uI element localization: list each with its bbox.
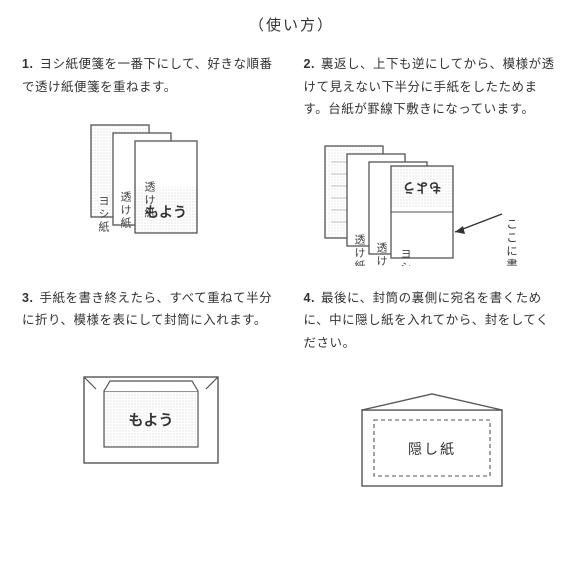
label-write-here: ここに書く — [505, 218, 518, 266]
step-1-num: 1. — [22, 57, 33, 71]
step-3-text: 3.手紙を書き終えたら、すべて重ねて半分に折り、模様を表にして封筒に入れます。 — [22, 287, 280, 332]
label-yoshi-1: ヨシ紙 — [97, 195, 110, 234]
label-suke-1a: 透け紙 — [119, 191, 132, 230]
label-pattern-1: もよう — [145, 204, 187, 220]
step-4-body: 最後に、封筒の裏側に宛名を書くために、中に隠し紙を入れてから、封をしてください。 — [304, 291, 550, 350]
steps-grid: 1.ヨシ紙便箋を一番下にして、好きな順番で透け紙便箋を重ねます。 ヨシ紙 透け紙 — [22, 53, 561, 504]
step-4-text: 4.最後に、封筒の裏側に宛名を書くために、中に隠し紙を入れてから、封をしてくださ… — [304, 287, 562, 355]
step-4: 4.最後に、封筒の裏側に宛名を書くために、中に隠し紙を入れてから、封をしてくださ… — [304, 287, 562, 505]
step-1-body: ヨシ紙便箋を一番下にして、好きな順番で透け紙便箋を重ねます。 — [22, 57, 272, 94]
step-2-body: 裏返し、上下も逆にしてから、模様が透けて見えない下半分に手紙をしたためます。台紙… — [304, 57, 555, 116]
label-pattern-2: もよう — [403, 180, 442, 195]
label-yoshi-2: ヨシ紙 — [399, 248, 412, 266]
step-2: 2.裏返し、上下も逆にしてから、模様が透けて見えない下半分に手紙をしたためます。… — [304, 53, 562, 271]
step-2-text: 2.裏返し、上下も逆にしてから、模様が透けて見えない下半分に手紙をしたためます。… — [304, 53, 562, 121]
step-1: 1.ヨシ紙便箋を一番下にして、好きな順番で透け紙便箋を重ねます。 ヨシ紙 透け紙 — [22, 53, 280, 271]
label-pattern-3: もよう — [128, 412, 173, 429]
label-suke-2a: 透け紙 — [353, 233, 366, 265]
step-3-illustration: もよう — [22, 342, 280, 482]
page-title: （使い方） — [22, 14, 561, 35]
label-hidden-paper: 隠し紙 — [408, 441, 456, 457]
arrow-write-here: ここに書く — [455, 214, 518, 266]
step-3-num: 3. — [22, 291, 33, 305]
step-2-num: 2. — [304, 57, 315, 71]
step-2-illustration: 透け紙 透け紙 もよう ヨシ紙 — [304, 131, 562, 271]
step-1-text: 1.ヨシ紙便箋を一番下にして、好きな順番で透け紙便箋を重ねます。 — [22, 53, 280, 98]
step-4-illustration: 隠し紙 — [304, 364, 562, 504]
step-4-num: 4. — [304, 291, 315, 305]
label-suke-2b: 透け紙 — [375, 241, 388, 265]
step-1-illustration: ヨシ紙 透け紙 透け紙 もよう — [22, 108, 280, 248]
step-3: 3.手紙を書き終えたら、すべて重ねて半分に折り、模様を表にして封筒に入れます。 — [22, 287, 280, 505]
step-3-body: 手紙を書き終えたら、すべて重ねて半分に折り、模様を表にして封筒に入れます。 — [22, 291, 272, 328]
